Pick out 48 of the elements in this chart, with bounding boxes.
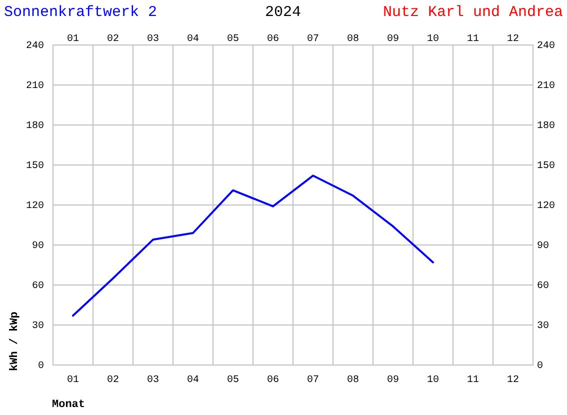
x-tick-label: 01 xyxy=(66,34,80,45)
x-tick-label: 11 xyxy=(466,34,480,45)
category-label: 10 xyxy=(426,375,440,386)
category-label: 09 xyxy=(386,375,400,386)
y-tick-label: 210 xyxy=(26,81,44,92)
y2-tick-label: 150 xyxy=(537,161,556,172)
x-axis-title: Monat xyxy=(52,399,86,411)
category-label: 06 xyxy=(266,375,280,386)
x-tick-label: 06 xyxy=(266,34,280,45)
x-tick-label: 02 xyxy=(106,34,120,45)
y-tick-label: 60 xyxy=(32,281,44,292)
x-tick-label: 08 xyxy=(346,34,360,45)
category-label: 12 xyxy=(506,375,520,386)
chart-title: 2024 xyxy=(264,4,302,21)
y2-tick-label: 180 xyxy=(537,121,556,132)
category-label: 01 xyxy=(66,375,80,386)
y2-tick-label: 210 xyxy=(537,81,556,92)
y-axis-title: kWh / kWp xyxy=(9,311,21,371)
y-tick-label: 90 xyxy=(32,241,44,252)
category-label: 03 xyxy=(146,375,160,386)
y2-tick-label: 90 xyxy=(537,241,550,252)
y-tick-label: 240 xyxy=(26,41,44,52)
y-tick-label: 120 xyxy=(26,201,44,212)
y2-tick-label: 60 xyxy=(537,281,550,292)
line-series xyxy=(72,174,434,317)
x-tick-label: 05 xyxy=(226,34,240,45)
y2-tick-label: 240 xyxy=(537,41,556,52)
x-tick-label: 07 xyxy=(306,34,320,45)
category-label: 05 xyxy=(226,375,240,386)
y2-tick-label: 30 xyxy=(537,321,550,332)
x-tick-label: 10 xyxy=(426,34,440,45)
y2-tick-label: 120 xyxy=(537,201,556,212)
y-tick-label: 30 xyxy=(32,321,44,332)
y2-tick-label: 0 xyxy=(537,361,544,372)
text: Nutz Karl und Andrea xyxy=(382,4,563,21)
x-tick-label: 03 xyxy=(146,34,160,45)
y-tick-label: 0 xyxy=(38,361,44,372)
category-label: 04 xyxy=(186,375,200,386)
y-tick-label: 150 xyxy=(26,161,44,172)
x-tick-label: 12 xyxy=(506,34,520,45)
category-label: 02 xyxy=(106,375,120,386)
category-label: 07 xyxy=(306,375,320,386)
category-label: 08 xyxy=(346,375,360,386)
y-tick-label: 180 xyxy=(26,121,44,132)
x-tick-label: 04 xyxy=(186,34,200,45)
category-label: 11 xyxy=(466,375,480,386)
x-tick-label: 09 xyxy=(386,34,400,45)
chart-subtitle: Sonnenkraftwerk 2 xyxy=(4,4,158,21)
